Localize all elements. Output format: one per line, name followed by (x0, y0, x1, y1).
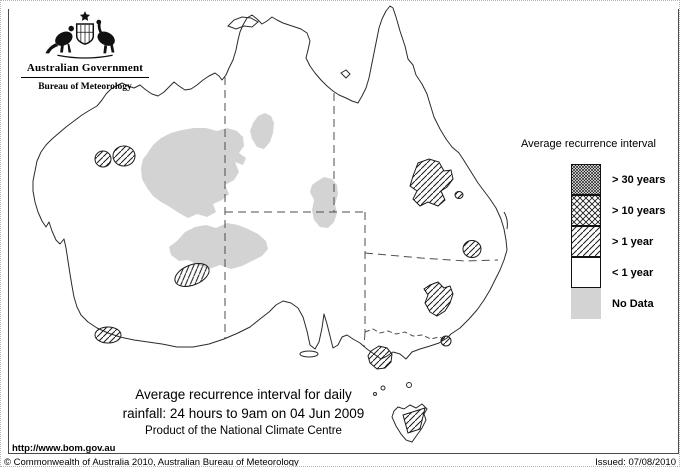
government-label: Australian Government (26, 62, 144, 74)
bass-strait-islet (373, 392, 377, 396)
wattle-base-icon (57, 54, 113, 59)
caption-line-1: Average recurrence interval for daily (135, 387, 352, 402)
legend: Average recurrence interval > 30 years >… (521, 138, 679, 319)
map-region-qld-nsw-border (462, 240, 482, 258)
map-region-nt-north (250, 113, 274, 149)
state-borders (224, 77, 499, 348)
border-sa-vic (363, 331, 366, 348)
map-region-nsw-vic-border (440, 335, 452, 347)
map-region-qld-central (409, 158, 454, 207)
shield-icon (75, 23, 95, 45)
legend-label: > 10 years (612, 204, 666, 217)
bom-url: http://www.bom.gov.au (12, 443, 116, 454)
legend-title: Average recurrence interval (521, 138, 656, 150)
legend-label: < 1 year (612, 266, 654, 279)
map-region-wa-south-coast (94, 326, 122, 344)
map-nodata-layer (141, 113, 338, 269)
kangaroo-legs-icon (60, 43, 72, 53)
legend-row-gt1: > 1 year (521, 226, 679, 257)
header-divider (21, 77, 149, 78)
map-region-nt-sa-qld-corner (310, 177, 338, 228)
map-region-wa-inland (174, 263, 210, 287)
emu-legs-icon (103, 43, 115, 54)
emu-icon (97, 31, 115, 46)
legend-row-lt1: < 1 year (521, 257, 679, 288)
kangaroo-island (299, 350, 319, 358)
map-region-wa-northwest-large (112, 145, 136, 167)
melville-island (227, 16, 259, 30)
legend-row-gt10: > 10 years (521, 195, 679, 226)
map-recurrence-layer (94, 145, 482, 434)
map-region-nsw-central (423, 281, 454, 317)
legend-label: > 1 year (612, 235, 654, 248)
emu-head-icon (96, 19, 102, 25)
legend-swatch-crosshatch-dense (571, 164, 601, 195)
border-nsw-vic-murray (364, 328, 448, 341)
legend-label: No Data (612, 297, 654, 310)
legend-swatch-crosshatch (571, 195, 601, 226)
shield-stripes-icon (76, 24, 94, 44)
legend-swatch-diagonal (571, 226, 601, 257)
copyright-notice: © Commonwealth of Australia 2010, Austra… (4, 457, 299, 467)
border-qld-nsw (364, 252, 499, 262)
flinders-island (406, 382, 412, 388)
legend-swatch-white (571, 257, 601, 288)
fraser-island (503, 211, 508, 230)
caption-line-2: rainfall: 24 hours to 9am on 04 Jun 2009 (122, 406, 365, 421)
king-island (380, 385, 386, 391)
bureau-label: Bureau of Meteorology (38, 82, 132, 92)
emu-neck-icon (97, 23, 104, 35)
map-region-tasmania-northeast (402, 407, 426, 434)
star-icon (79, 11, 91, 21)
map-region-wa-northwest-small (94, 150, 112, 168)
legend-swatch-gray (571, 288, 601, 319)
map-region-central-wa (141, 128, 246, 218)
map-region-qld-small (454, 191, 464, 199)
issued-date: Issued: 07/08/2010 (595, 457, 676, 467)
islands (227, 16, 508, 443)
australia-coastline (32, 5, 508, 360)
legend-label: > 30 years (612, 173, 666, 186)
legend-row-nodata: No Data (521, 288, 679, 319)
map-caption: Average recurrence interval for daily ra… (86, 385, 401, 440)
caption-line-3: Product of the National Climate Centre (145, 425, 342, 437)
map-frame (8, 9, 679, 454)
groote-island (340, 69, 351, 79)
tasmania-coastline (391, 403, 428, 443)
map-region-southern-interior (169, 223, 268, 269)
kangaroo-icon (55, 31, 73, 46)
coat-of-arms-icon (45, 11, 115, 59)
header: Australian Government Bureau of Meteorol… (21, 10, 149, 92)
kangaroo-tail-icon (45, 43, 59, 54)
legend-row-gt30: > 30 years (521, 164, 679, 195)
kangaroo-head-icon (68, 25, 74, 32)
map-region-vic-west (367, 345, 393, 370)
